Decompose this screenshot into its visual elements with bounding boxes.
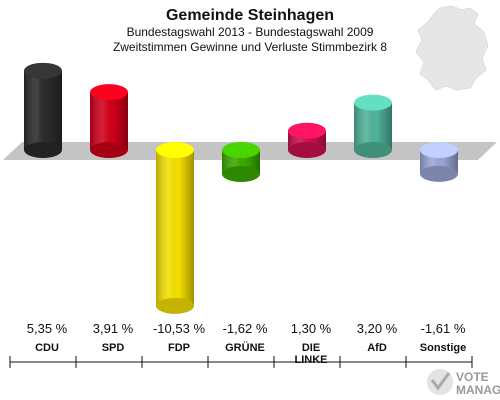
category-label-die-linke-2: LINKE xyxy=(295,354,328,366)
category-label-gr-ne: GRÜNE xyxy=(225,341,265,354)
bar-gr-ne xyxy=(222,142,260,182)
value-label-spd: 3,91 % xyxy=(93,321,134,336)
chart-subtitle-2: Zweitstimmen Gewinne und Verluste Stimmb… xyxy=(113,40,387,54)
category-label-afd: AfD xyxy=(367,342,387,354)
vote-manager-logo: VOTE MANAGER xyxy=(427,369,500,397)
bar-spd xyxy=(90,84,128,158)
logo-line-2: MANAGER xyxy=(456,383,500,397)
value-label-die-linke: 1,30 % xyxy=(291,321,332,336)
category-label-cdu: CDU xyxy=(35,342,59,354)
logo-line-1: VOTE xyxy=(456,370,489,384)
bar-die-linke xyxy=(288,122,326,158)
bar-fdp xyxy=(156,142,194,314)
value-label-cdu: 5,35 % xyxy=(27,321,68,336)
category-label-die-linke-1: DIE xyxy=(302,342,320,354)
value-label-sonstige: -1,61 % xyxy=(421,321,466,336)
germany-map-icon xyxy=(415,5,489,91)
chart-subtitle-1: Bundestagswahl 2013 - Bundestagswahl 200… xyxy=(127,25,374,39)
bar-sonstige xyxy=(420,142,458,182)
category-label-sonstige: Sonstige xyxy=(420,342,466,354)
value-labels: 5,35 % 3,91 % -10,53 % -1,62 % 1,30 % 3,20 % -… xyxy=(27,321,466,336)
value-label-afd: 3,20 % xyxy=(357,321,398,336)
bars xyxy=(24,62,458,314)
logo-check-icon xyxy=(427,369,453,395)
bar-afd xyxy=(354,94,392,158)
value-label-gr-ne: -1,62 % xyxy=(223,321,268,336)
category-axis xyxy=(9,356,473,368)
value-label-fdp: -10,53 % xyxy=(153,321,205,336)
bar-cdu xyxy=(24,62,62,158)
category-label-fdp: FDP xyxy=(168,342,190,354)
chart-title: Gemeinde Steinhagen xyxy=(166,7,334,24)
category-label-spd: SPD xyxy=(102,342,125,354)
